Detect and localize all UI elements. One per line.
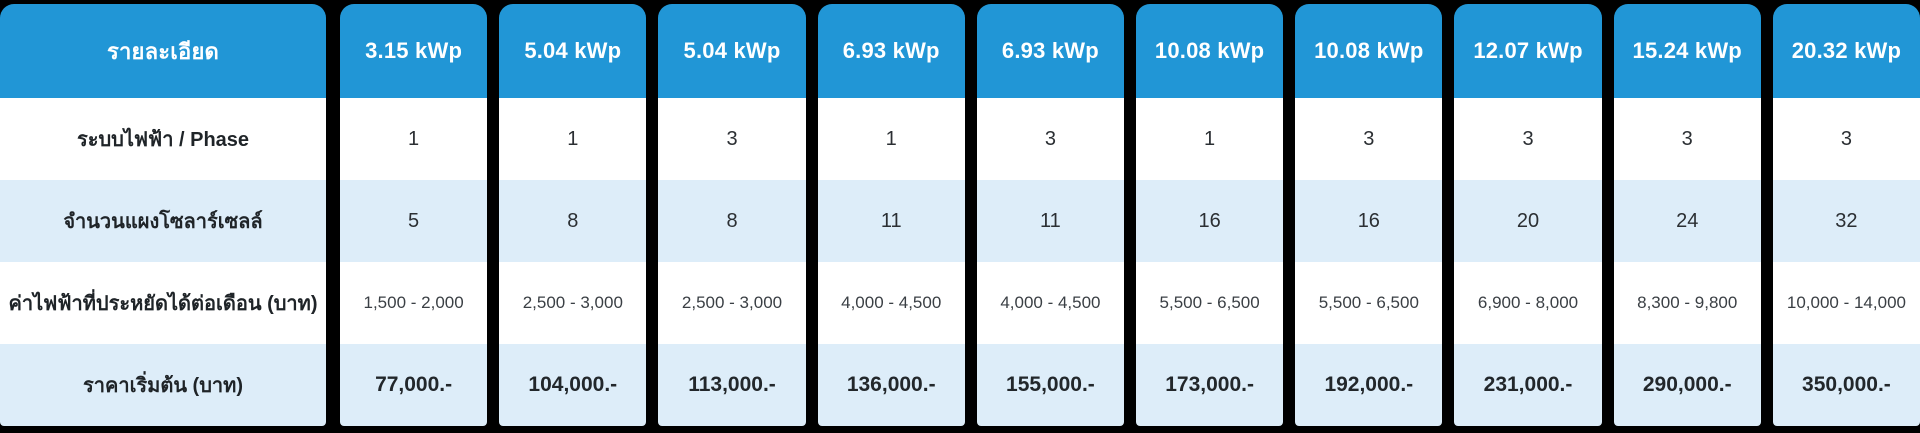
value-cell-row0-col6: 3 (1295, 98, 1443, 180)
system-column-4: 6.93 kWp 3 11 4,000 - 4,500 155,000.- (976, 4, 1125, 426)
value-cell-row2-col5: 5,500 - 6,500 (1136, 262, 1284, 344)
system-size-header: 5.04 kWp (499, 4, 647, 98)
label-column: รายละเอียด ระบบไฟฟ้า / Phase จำนวนแผงโซล… (0, 4, 326, 426)
system-column-1: 5.04 kWp 1 8 2,500 - 3,000 104,000.- (499, 4, 647, 426)
value-cell-row1-col3: 11 (817, 180, 965, 262)
value-cell-row3-col6: 192,000.- (1295, 344, 1443, 426)
value-cell-row2-col2: 2,500 - 3,000 (658, 262, 806, 344)
value-cell-row0-col7: 3 (1454, 98, 1602, 180)
value-cell-row2-col0: 1,500 - 2,000 (340, 262, 488, 344)
system-size-header: 3.15 kWp (340, 4, 488, 98)
system-size-header: 12.07 kWp (1454, 4, 1602, 98)
system-size-header: 10.08 kWp (1295, 4, 1443, 98)
row-label-panel-count: จำนวนแผงโซลาร์เซลล์ (0, 180, 326, 262)
system-column-5: 10.08 kWp 1 16 5,500 - 6,500 173,000.- (1136, 4, 1284, 426)
system-column-0: 3.15 kWp 1 5 1,500 - 2,000 77,000.- (340, 4, 488, 426)
row-label-starting-price: ราคาเริ่มต้น (บาท) (0, 344, 326, 426)
row-label-monthly-savings: ค่าไฟฟ้าที่ประหยัดได้ต่อเดือน (บาท) (0, 262, 326, 344)
system-size-header: 6.93 kWp (976, 4, 1125, 98)
system-column-9: 20.32 kWp 3 32 10,000 - 14,000 350,000.- (1772, 4, 1920, 426)
value-cell-row3-col7: 231,000.- (1454, 344, 1602, 426)
row-label-phase: ระบบไฟฟ้า / Phase (0, 98, 326, 180)
value-cell-row1-col0: 5 (340, 180, 488, 262)
value-cell-row2-col3: 4,000 - 4,500 (817, 262, 965, 344)
system-size-header: 10.08 kWp (1136, 4, 1284, 98)
system-size-header: 6.93 kWp (817, 4, 965, 98)
system-size-header: 20.32 kWp (1772, 4, 1920, 98)
value-cell-row1-col7: 20 (1454, 180, 1602, 262)
value-cell-row0-col5: 1 (1136, 98, 1284, 180)
value-cell-row2-col7: 6,900 - 8,000 (1454, 262, 1602, 344)
value-cell-row0-col1: 1 (499, 98, 647, 180)
value-cell-row3-col3: 136,000.- (817, 344, 965, 426)
value-cell-row2-col1: 2,500 - 3,000 (499, 262, 647, 344)
value-cell-row1-col6: 16 (1295, 180, 1443, 262)
value-cell-row0-col8: 3 (1613, 98, 1761, 180)
system-column-8: 15.24 kWp 3 24 8,300 - 9,800 290,000.- (1613, 4, 1761, 426)
value-cell-row1-col9: 32 (1772, 180, 1920, 262)
system-size-header: 5.04 kWp (658, 4, 806, 98)
value-cell-row2-col9: 10,000 - 14,000 (1772, 262, 1920, 344)
value-cell-row0-col4: 3 (976, 98, 1125, 180)
value-cell-row3-col4: 155,000.- (976, 344, 1125, 426)
value-cell-row3-col5: 173,000.- (1136, 344, 1284, 426)
value-cell-row1-col8: 24 (1613, 180, 1761, 262)
system-column-2: 5.04 kWp 3 8 2,500 - 3,000 113,000.- (658, 4, 806, 426)
system-size-header: 15.24 kWp (1613, 4, 1761, 98)
value-cell-row3-col2: 113,000.- (658, 344, 806, 426)
value-cell-row2-col8: 8,300 - 9,800 (1613, 262, 1761, 344)
value-cell-row1-col4: 11 (976, 180, 1125, 262)
value-cell-row1-col5: 16 (1136, 180, 1284, 262)
value-cell-row1-col2: 8 (658, 180, 806, 262)
value-cell-row0-col0: 1 (340, 98, 488, 180)
details-header-cell: รายละเอียด (0, 4, 326, 98)
value-cell-row3-col0: 77,000.- (340, 344, 488, 426)
value-cell-row0-col3: 1 (817, 98, 965, 180)
system-column-3: 6.93 kWp 1 11 4,000 - 4,500 136,000.- (817, 4, 965, 426)
system-column-6: 10.08 kWp 3 16 5,500 - 6,500 192,000.- (1295, 4, 1443, 426)
data-columns: 3.15 kWp 1 5 1,500 - 2,000 77,000.- 5.04 kWp 1… (340, 4, 1920, 426)
value-cell-row2-col6: 5,500 - 6,500 (1295, 262, 1443, 344)
value-cell-row3-col1: 104,000.- (499, 344, 647, 426)
value-cell-row1-col1: 8 (499, 180, 647, 262)
value-cell-row3-col9: 350,000.- (1772, 344, 1920, 426)
value-cell-row0-col2: 3 (658, 98, 806, 180)
system-column-7: 12.07 kWp 3 20 6,900 - 8,000 231,000.- (1454, 4, 1602, 426)
value-cell-row3-col8: 290,000.- (1613, 344, 1761, 426)
value-cell-row2-col4: 4,000 - 4,500 (976, 262, 1125, 344)
value-cell-row0-col9: 3 (1772, 98, 1920, 180)
